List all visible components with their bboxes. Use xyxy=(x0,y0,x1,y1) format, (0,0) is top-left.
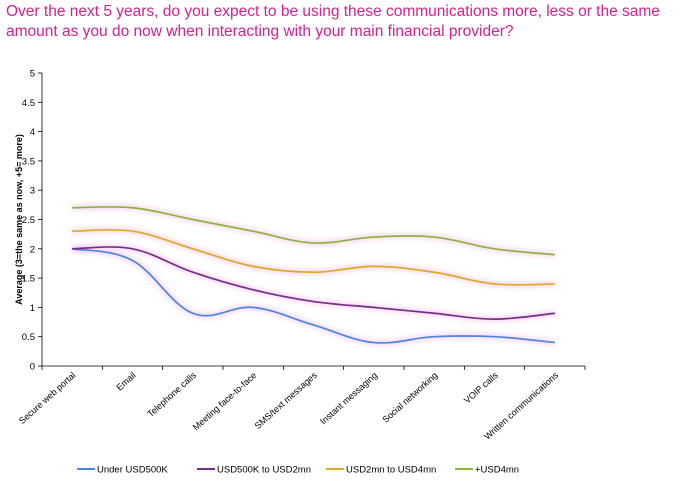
x-tick-label: Instant messaging xyxy=(318,370,379,426)
series-line-0 xyxy=(72,249,555,343)
x-tick-label: Telephone calls xyxy=(145,370,198,419)
series-glow xyxy=(72,249,555,343)
legend-label: USD2mn to USD4mn xyxy=(346,465,436,476)
x-tick-label: SMS/text messages xyxy=(253,370,320,431)
legend-label: Under USD500K xyxy=(97,465,168,476)
y-tick-label: 5 xyxy=(30,69,35,80)
y-tick-label: 3 xyxy=(30,186,35,197)
y-tick-label: 0 xyxy=(30,362,35,373)
x-tick-label: Social networking xyxy=(380,370,439,425)
y-tick-label: 2 xyxy=(30,244,35,255)
legend-label: USD500K to USD2mn xyxy=(217,465,311,476)
x-tick-label: Meeting face-to-face xyxy=(191,370,259,432)
y-tick-label: 4 xyxy=(30,127,35,138)
legend: Under USD500K USD500K to USD2mn USD2mn to … xyxy=(77,465,519,476)
legend-label: +USD4mn xyxy=(475,465,519,476)
series-line-2 xyxy=(72,230,555,285)
x-tick-label: Email xyxy=(114,370,137,392)
series-glow-layer xyxy=(72,207,555,343)
y-axis-title: Average (3=the same as now, +5= more) xyxy=(14,134,24,305)
y-tick-label: 4.5 xyxy=(22,98,35,109)
y-tick-label: 0.5 xyxy=(22,332,35,343)
series-glow xyxy=(72,230,555,285)
x-tick-label: Secure web portal xyxy=(17,370,78,426)
y-tick-label: 1 xyxy=(30,303,35,314)
x-tick-label: VOIP calls xyxy=(462,370,500,406)
